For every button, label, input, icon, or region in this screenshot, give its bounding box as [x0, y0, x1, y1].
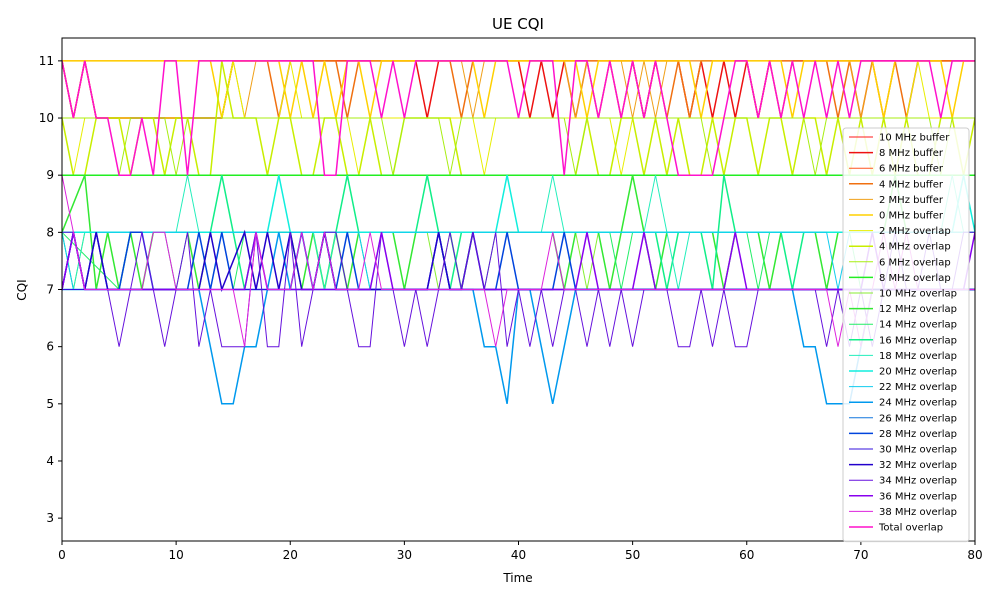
legend-label: 8 MHz buffer	[879, 148, 944, 159]
legend-label: 8 MHz overlap	[879, 273, 951, 284]
x-tick-label: 0	[58, 548, 66, 562]
legend-label: 16 MHz overlap	[879, 335, 957, 346]
legend-label: 24 MHz overlap	[879, 398, 957, 409]
legend-label: 30 MHz overlap	[879, 445, 957, 456]
plot-frame	[61, 37, 976, 542]
legend-label: 22 MHz overlap	[879, 382, 957, 393]
y-tick-label: 10	[39, 111, 54, 125]
legend-label: 4 MHz buffer	[879, 179, 944, 190]
series-line-25	[62, 60, 975, 176]
legend-label: 10 MHz buffer	[879, 133, 950, 144]
y-axis-ticks: 3 4 5 6 7 8 9 10 11	[39, 54, 62, 525]
y-tick-label: 11	[39, 54, 54, 68]
y-axis-label: CQI	[15, 279, 29, 300]
legend-label: 4 MHz overlap	[879, 242, 951, 253]
y-tick-label: 7	[46, 283, 54, 297]
legend-label: 6 MHz buffer	[879, 164, 944, 175]
legend-label: 36 MHz overlap	[879, 491, 957, 502]
legend-label: 38 MHz overlap	[879, 507, 957, 518]
y-tick-label: 3	[46, 511, 54, 525]
y-tick-label: 8	[46, 225, 54, 239]
legend-box	[842, 127, 970, 543]
y-tick-label: 9	[46, 168, 54, 182]
legend-label: 28 MHz overlap	[879, 429, 957, 440]
chart-title: UE CQI	[492, 15, 544, 33]
plot-lines	[62, 60, 975, 405]
series-line-8	[62, 117, 975, 176]
x-tick-label: 30	[397, 548, 412, 562]
legend-label: Total overlap	[878, 523, 943, 534]
legend-label: 12 MHz overlap	[879, 304, 957, 315]
x-tick-label: 40	[511, 548, 526, 562]
x-axis-ticks: 0 10 20 30 40 50 60 70 80	[58, 541, 983, 562]
x-tick-label: 80	[967, 548, 982, 562]
legend-label: 14 MHz overlap	[879, 320, 957, 331]
y-tick-label: 6	[46, 340, 54, 354]
x-tick-label: 20	[283, 548, 298, 562]
x-tick-label: 50	[625, 548, 640, 562]
y-tick-label: 4	[46, 454, 54, 468]
legend-label: 0 MHz buffer	[879, 211, 944, 222]
legend-label: 2 MHz overlap	[879, 226, 951, 237]
legend-label: 20 MHz overlap	[879, 367, 957, 378]
x-axis-label: Time	[502, 571, 532, 585]
legend-label: 2 MHz buffer	[879, 195, 944, 206]
legend-label: 32 MHz overlap	[879, 460, 957, 471]
x-tick-label: 10	[168, 548, 183, 562]
y-tick-label: 5	[46, 397, 54, 411]
legend-label: 6 MHz overlap	[879, 257, 951, 268]
x-tick-label: 70	[853, 548, 868, 562]
legend-label: 26 MHz overlap	[879, 413, 957, 424]
legend-label: 18 MHz overlap	[879, 351, 957, 362]
legend-label: 34 MHz overlap	[879, 476, 957, 487]
legend: 10 MHz buffer 8 MHz buffer 6 MHz buffer 4 M…	[842, 127, 970, 543]
legend-label: 10 MHz overlap	[879, 289, 957, 300]
x-tick-label: 60	[739, 548, 754, 562]
